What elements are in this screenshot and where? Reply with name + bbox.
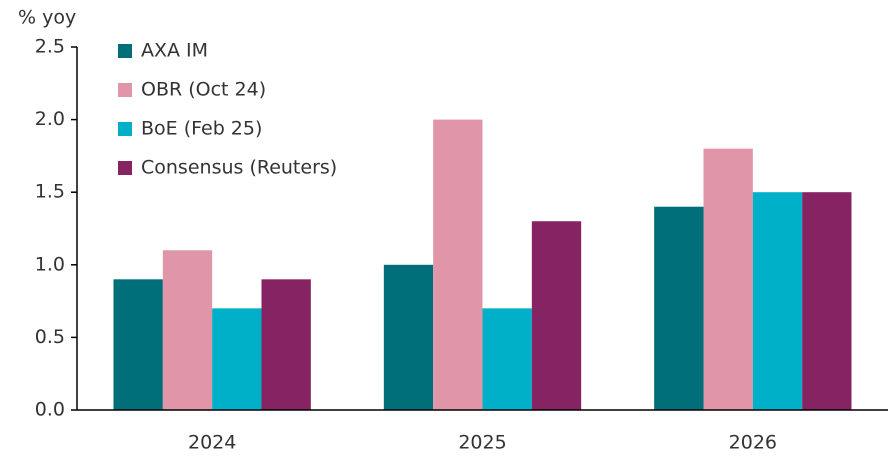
y-tick-label: 2.0 [35, 108, 65, 130]
bar [654, 206, 704, 410]
bar [261, 279, 311, 410]
x-tick-label: 2026 [729, 432, 777, 454]
bar [802, 192, 852, 410]
y-tick-label: 0.0 [35, 399, 65, 421]
legend-swatch [118, 122, 132, 136]
x-tick-label: 2025 [458, 432, 506, 454]
bar [482, 308, 532, 410]
legend-label: BoE (Feb 25) [141, 118, 262, 140]
legend-swatch [118, 83, 132, 97]
x-tick-label: 2024 [188, 432, 236, 454]
bar [113, 279, 163, 410]
bar [703, 148, 753, 410]
legend-label: AXA IM [141, 40, 208, 62]
y-tick-label: 0.5 [35, 326, 65, 348]
bar [752, 192, 803, 410]
legend-swatch [118, 161, 132, 175]
bar [162, 250, 213, 410]
legend-swatch [118, 44, 132, 58]
y-tick-label: 1.5 [35, 181, 65, 203]
y-tick-label: 1.0 [35, 253, 65, 275]
y-axis-label: % yoy [18, 7, 76, 29]
legend-label: Consensus (Reuters) [141, 157, 337, 179]
bar [383, 264, 434, 410]
legend-label: OBR (Oct 24) [141, 79, 266, 101]
bar [433, 119, 483, 410]
bar [531, 221, 582, 410]
y-tick-label: 2.5 [35, 36, 65, 58]
bar [212, 308, 262, 410]
